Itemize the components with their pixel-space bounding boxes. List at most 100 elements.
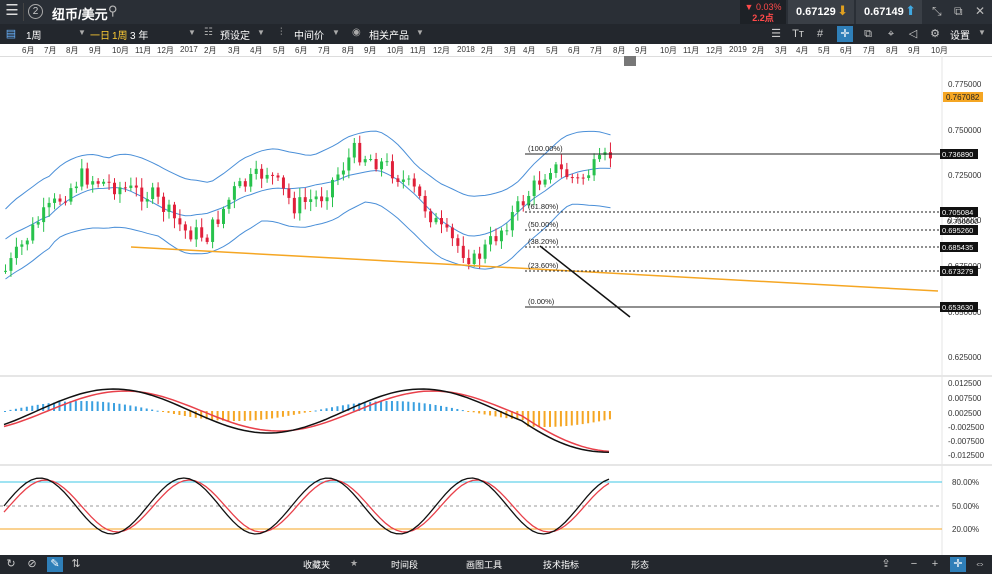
macd-histogram-bar bbox=[576, 411, 579, 425]
current-price-label: 0.767082 bbox=[946, 93, 980, 102]
chevron-down-icon[interactable]: ▼ bbox=[978, 28, 986, 37]
zoom-out-icon[interactable]: − bbox=[910, 558, 918, 570]
symbol-title[interactable]: 纽币/美元 bbox=[52, 7, 108, 22]
no-entry-icon[interactable]: ⊘ bbox=[27, 558, 37, 570]
price-tick-label: 0.775000 bbox=[948, 80, 982, 89]
macd-histogram-bar bbox=[63, 401, 66, 411]
chevron-down-icon[interactable]: ▼ bbox=[332, 28, 340, 37]
macd-histogram-bar bbox=[314, 410, 317, 412]
chevron-down-icon[interactable]: ▼ bbox=[257, 28, 265, 37]
chart-toolbar: ▤ 1周 ▼ 一日 1周 3 年 ▼ ☷ 预设定 ▼ ⫶ 中间价 ▼ ◉ 相关产… bbox=[0, 24, 992, 44]
macd-histogram-bar bbox=[461, 410, 464, 412]
candle-body bbox=[156, 187, 160, 197]
candle-body bbox=[265, 174, 269, 179]
gear-icon[interactable]: ⚙ bbox=[930, 28, 940, 40]
resistance-trendline[interactable] bbox=[539, 245, 631, 318]
time-axis: 6月 7月 8月 9月 10月 11月 12月 2017 2月 3月 4月 5月 6月 7月 8月 9月 10月… bbox=[0, 44, 992, 57]
candle-body bbox=[85, 168, 89, 185]
macd-histogram-bar bbox=[412, 402, 415, 411]
interval-select[interactable]: 1周 bbox=[26, 31, 42, 42]
macd-histogram-bar bbox=[565, 411, 568, 427]
cursor-icon[interactable]: ⌖ bbox=[887, 28, 895, 40]
text-size-icon[interactable]: Tт bbox=[792, 28, 804, 40]
star-icon[interactable]: ★ bbox=[350, 558, 359, 568]
refresh-icon[interactable]: ↻ bbox=[6, 558, 16, 570]
indicators-button[interactable]: 技术指标 bbox=[543, 560, 580, 570]
candle-body bbox=[412, 178, 416, 187]
chevron-down-icon[interactable]: ▼ bbox=[188, 28, 196, 37]
macd-histogram-bar bbox=[336, 406, 339, 411]
patterns-button[interactable]: 形态 bbox=[631, 560, 650, 570]
macd-histogram-bar bbox=[238, 411, 241, 421]
related-products-select[interactable]: 相关产品 bbox=[369, 31, 409, 42]
preset-select[interactable]: 预设定 bbox=[220, 31, 250, 42]
sell-price-button[interactable]: 0.67129 ⬇ bbox=[788, 0, 854, 24]
candle-body bbox=[200, 227, 204, 238]
shrink-icon[interactable]: ⤡ bbox=[932, 4, 942, 18]
time-axis-label: 7月 bbox=[44, 46, 57, 55]
macd-tick-label: 0.012500 bbox=[948, 379, 982, 388]
chevron-down-icon[interactable]: ▼ bbox=[78, 28, 86, 37]
chevron-down-icon[interactable]: ▼ bbox=[416, 28, 424, 37]
macd-histogram-bar bbox=[418, 402, 421, 411]
popout-icon[interactable]: ⧉ bbox=[954, 4, 963, 18]
grid-icon[interactable]: # bbox=[816, 28, 824, 40]
fib-level-percent: (50.00%) bbox=[528, 220, 559, 229]
pin-icon[interactable]: ⇅ bbox=[71, 558, 81, 570]
eye-icon[interactable]: ◉ bbox=[352, 27, 361, 38]
candle-body bbox=[494, 236, 498, 242]
candle-body bbox=[222, 208, 225, 224]
list-icon[interactable]: ☰ bbox=[771, 28, 781, 40]
chart-list-icon[interactable]: ▤ bbox=[5, 28, 17, 40]
search-icon[interactable]: ⚲ bbox=[108, 3, 118, 18]
macd-histogram-bar bbox=[91, 401, 94, 411]
timeframe-button[interactable]: 时间段 bbox=[391, 560, 419, 570]
macd-histogram-bar bbox=[347, 404, 350, 411]
buy-price-button[interactable]: 0.67149 ⬆ bbox=[856, 0, 922, 24]
close-icon[interactable]: ✕ bbox=[975, 4, 986, 18]
range-select[interactable]: 3 年 bbox=[130, 31, 149, 42]
settings-button[interactable]: 设置 bbox=[950, 31, 970, 42]
arrow-up-icon: ⬆ bbox=[905, 3, 916, 18]
candle-body bbox=[183, 224, 187, 231]
time-axis-label: 10月 bbox=[660, 46, 677, 55]
macd-histogram-bar bbox=[483, 411, 486, 415]
favorites-button[interactable]: 收藏夹 bbox=[303, 560, 331, 570]
interval-day-button[interactable]: 一日 bbox=[90, 31, 110, 42]
time-axis-label: 2月 bbox=[481, 46, 494, 55]
scroll-handle[interactable] bbox=[624, 56, 636, 66]
macd-histogram-bar bbox=[189, 411, 192, 417]
interval-week-button[interactable]: 1周 bbox=[112, 31, 128, 42]
drawing-tools-button[interactable]: 画图工具 bbox=[466, 560, 503, 570]
candle-body bbox=[554, 164, 558, 173]
macd-histogram-bar bbox=[380, 401, 383, 411]
macd-histogram-bar bbox=[374, 401, 377, 411]
export-icon[interactable]: ⇪ bbox=[881, 558, 891, 570]
chart-area[interactable]: 0.7750000.7500000.7250000.7000000.675000… bbox=[0, 56, 992, 555]
tag-icon[interactable]: ◁ bbox=[908, 28, 918, 40]
preset-icon[interactable]: ☷ bbox=[204, 27, 213, 38]
macd-histogram-bar bbox=[467, 411, 470, 412]
time-axis-label: 7月 bbox=[863, 46, 876, 55]
zoom-in-icon[interactable]: + bbox=[931, 558, 939, 570]
crosshair-toggle-icon[interactable]: ✛ bbox=[950, 557, 966, 572]
change-percent: ▼ 0.03% bbox=[744, 2, 782, 12]
layers-icon[interactable]: ⧉ bbox=[864, 28, 872, 40]
workspace-badge[interactable]: 2 bbox=[28, 4, 43, 19]
candle-body bbox=[243, 181, 247, 187]
candle-body bbox=[145, 199, 149, 202]
macd-histogram-bar bbox=[281, 411, 284, 417]
candle-body bbox=[538, 180, 542, 185]
time-axis-label: 2018 bbox=[457, 45, 475, 54]
support-trendline[interactable] bbox=[130, 246, 939, 292]
price-type-icon[interactable]: ⫶ bbox=[280, 27, 283, 38]
price-type-select[interactable]: 中间价 bbox=[294, 31, 324, 42]
candle-body bbox=[249, 173, 253, 187]
fibonacci-retracement[interactable]: (100.00%) 0.736890 (61.80%) 0.705084 (50.00%… bbox=[525, 144, 978, 312]
hamburger-icon[interactable]: ☰ bbox=[5, 2, 19, 19]
fit-icon[interactable]: ⇔ bbox=[974, 558, 986, 570]
crosshair-icon[interactable]: ✛ bbox=[837, 26, 853, 42]
pencil-icon[interactable]: ✎ bbox=[47, 557, 63, 572]
candle-body bbox=[489, 236, 493, 245]
candle-body bbox=[478, 253, 482, 259]
